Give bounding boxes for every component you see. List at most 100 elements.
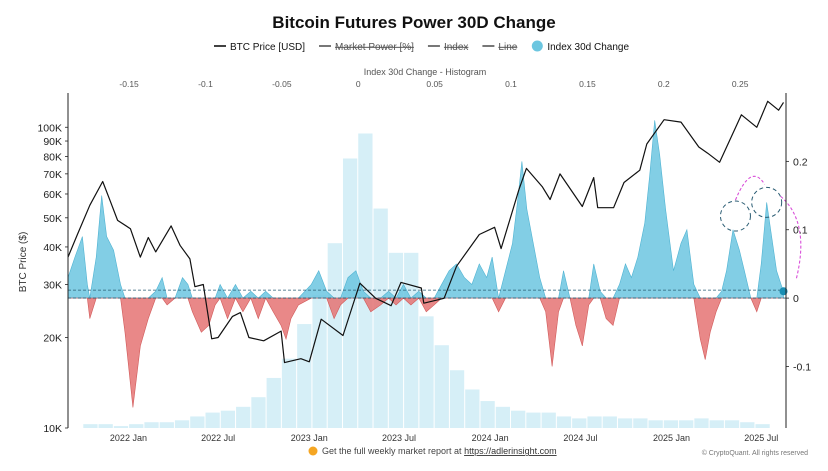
- x-tick-label: 2024 Jan: [472, 433, 509, 443]
- top-tick-label: -0.15: [119, 79, 139, 89]
- histogram-bar: [220, 410, 236, 428]
- x-tick-label: 2025 Jul: [744, 433, 778, 443]
- left-tick-label: 60K: [43, 189, 62, 201]
- histogram-bar: [388, 252, 404, 428]
- legend-item[interactable]: Index: [427, 42, 468, 53]
- legend-label: Line: [498, 42, 517, 53]
- chart-title: Bitcoin Futures Power 30D Change: [272, 13, 555, 32]
- left-tick-label: 90K: [43, 136, 62, 148]
- legend-item[interactable]: Line: [482, 42, 518, 53]
- histogram-bar: [236, 406, 251, 428]
- top-tick-label: 0: [356, 79, 361, 89]
- histogram-bar: [602, 416, 617, 428]
- left-tick-label: 100K: [37, 122, 62, 134]
- right-axis-ticks: 0.2 0.1 0 -0.1: [786, 156, 811, 373]
- axes: [67, 93, 787, 428]
- annotation-circle: [751, 186, 783, 218]
- histogram-bar: [648, 420, 663, 428]
- legend-label: BTC Price [USD]: [230, 42, 305, 53]
- top-tick-label: -0.1: [198, 79, 213, 89]
- annotation-circle: [719, 200, 751, 232]
- histogram-bar: [297, 324, 312, 428]
- left-axis-ticks: 100K 90K 80K 70K 60K 50K 40K 30K 20K 10K: [37, 122, 68, 435]
- legend-item[interactable]: Market Power [%]: [319, 42, 414, 53]
- histogram-bar: [709, 420, 724, 428]
- footer: Get the full weekly market report at htt…: [308, 446, 808, 457]
- histogram-bar: [587, 416, 602, 428]
- x-tick-label: 2023 Jan: [291, 433, 328, 443]
- left-tick-label: 50K: [43, 213, 62, 225]
- histogram-bar: [144, 422, 159, 428]
- histogram-bar: [572, 418, 587, 428]
- top-tick-label: 0.2: [658, 79, 670, 89]
- top-axis-ticks: -0.15 -0.1 -0.05 0 0.05 0.1 0.15 0.2 0.25: [119, 79, 748, 89]
- legend-item[interactable]: BTC Price [USD]: [214, 42, 305, 53]
- x-tick-label: 2022 Jan: [110, 433, 147, 443]
- top-tick-label: 0.05: [426, 79, 443, 89]
- histogram-bar: [281, 358, 297, 428]
- histogram-bar: [633, 418, 648, 428]
- histogram-bar: [83, 424, 98, 428]
- histogram-bar: [495, 406, 511, 428]
- histogram-bar: [556, 416, 572, 428]
- left-tick-label: 40K: [43, 242, 62, 254]
- histogram-bar: [679, 420, 694, 428]
- histogram-bar: [205, 412, 220, 428]
- x-tick-label: 2025 Jan: [653, 433, 690, 443]
- right-tick-label: 0: [793, 293, 799, 305]
- legend-label: Market Power [%]: [335, 42, 414, 53]
- top-axis-label: Index 30d Change - Histogram: [364, 67, 487, 77]
- top-tick-label: 0.1: [505, 79, 517, 89]
- histogram-bar: [434, 345, 449, 428]
- histogram-bar: [404, 252, 419, 428]
- footer-copyright: © CryptoQuant. All rights reserved: [702, 449, 808, 457]
- histogram-bar: [740, 422, 755, 428]
- histogram-bar: [312, 295, 327, 428]
- histogram-bar: [327, 243, 342, 428]
- histogram-bar: [266, 377, 281, 428]
- histogram-bar: [251, 397, 266, 428]
- histogram-bar: [526, 412, 541, 428]
- histogram-bar: [373, 208, 388, 428]
- histogram-bar: [129, 424, 144, 428]
- histogram-bar: [511, 410, 526, 428]
- left-axis-label: BTC Price ($): [18, 232, 29, 293]
- left-tick-label: 10K: [43, 423, 62, 435]
- top-tick-label: 0.25: [732, 79, 749, 89]
- left-tick-label: 20K: [43, 332, 62, 344]
- annotation-arrow: [734, 175, 766, 201]
- top-tick-label: 0.15: [579, 79, 596, 89]
- btc-price-line-group: [67, 100, 785, 364]
- right-tick-label: 0.1: [793, 225, 808, 237]
- legend-swatch: [531, 40, 543, 52]
- histogram-bar: [113, 426, 129, 428]
- left-tick-label: 70K: [43, 169, 62, 181]
- legend-item[interactable]: Index 30d Change: [531, 40, 630, 54]
- histogram-bar: [663, 420, 679, 428]
- top-tick-label: -0.05: [272, 79, 292, 89]
- histogram-bar: [174, 420, 190, 428]
- left-tick-label: 30K: [43, 280, 62, 292]
- histogram-bar: [541, 412, 556, 428]
- left-tick-label: 80K: [43, 151, 62, 163]
- histogram-bar: [694, 418, 709, 428]
- histogram-bar: [358, 133, 373, 428]
- histogram-bar: [480, 401, 495, 428]
- right-tick-label: -0.1: [793, 361, 811, 373]
- histogram-bar: [449, 370, 465, 428]
- histogram-bar: [419, 316, 434, 428]
- x-tick-label: 2022 Jul: [201, 433, 235, 443]
- btc-price-line: [67, 100, 785, 364]
- footer-report: Get the full weekly market report at htt…: [322, 446, 557, 456]
- legend-label: Index 30d Change: [547, 42, 629, 53]
- x-tick-label: 2024 Jul: [563, 433, 597, 443]
- histogram-bar: [190, 416, 205, 428]
- histogram-bar: [465, 389, 480, 428]
- footer-report-link[interactable]: https://adlerinsight.com: [464, 446, 557, 456]
- footer-report-text: Get the full weekly market report at: [322, 446, 464, 456]
- histogram-bar: [617, 418, 633, 428]
- x-axis-ticks: 2022 Jan 2022 Jul 2023 Jan 2023 Jul 2024 Jan…: [110, 433, 778, 443]
- legend: BTC Price [USD] Market Power [%] Index Line…: [214, 40, 630, 54]
